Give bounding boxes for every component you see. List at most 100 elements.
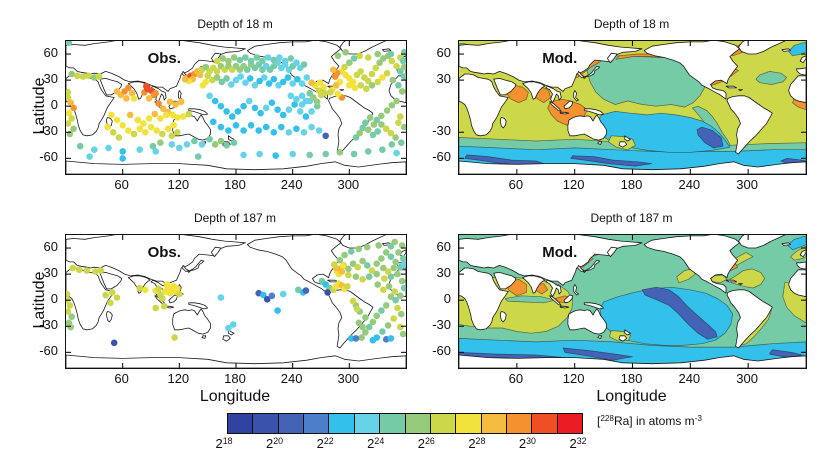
data-point [263,296,271,303]
data-point [370,121,378,128]
coastline-land [606,52,618,64]
coastline-land [725,279,738,283]
data-point [294,75,301,83]
data-point [66,120,72,127]
coastline-land [725,85,738,89]
x-tick-label: 240 [280,371,303,386]
superscript-text: -3 [694,413,702,423]
map-panel-mod-18m: Mod. [458,40,807,175]
data-point [394,270,401,278]
coastline-land [210,246,222,258]
coastline-land [597,141,603,145]
coastline-land [643,41,740,100]
data-point [268,99,276,106]
data-point [332,82,340,89]
data-point [384,268,392,275]
data-point [338,268,346,275]
data-point [152,304,159,312]
data-point [359,276,366,283]
data-point [389,76,397,84]
x-tick-label: 300 [337,177,360,192]
data-point [104,123,111,131]
coastline-land [567,114,607,141]
data-point [352,273,360,280]
data-point [308,108,315,115]
colorbar-tick-label: 232 [555,436,601,451]
colorbar [227,413,583,434]
coastline-land [624,329,632,336]
y-tick-label: 30 [43,265,58,281]
data-point [247,122,255,129]
data-point [330,261,338,268]
data-point [313,98,321,106]
annotation-obs-18m: Obs. [147,50,181,68]
panel-title-mod-18m: Depth of 18 m [593,17,670,31]
data-point [392,296,399,304]
data-point [202,63,210,71]
data-point [364,54,372,61]
data-point [91,146,98,153]
data-point [145,95,153,102]
contour-region [787,235,806,251]
data-point [310,94,317,101]
coastline-land [493,78,517,96]
coastline-land [127,275,151,294]
data-point [296,108,304,115]
y-tick-label: -60 [432,149,451,165]
data-point [391,238,399,246]
data-point [359,124,366,132]
y-tick-label: 60 [43,45,58,61]
data-point [166,98,174,106]
x-tick-label: 240 [678,177,701,192]
data-point [125,127,132,134]
data-point [387,273,395,280]
data-point [382,249,390,256]
label-text: 2 [468,436,476,451]
colorbar-tick-label: 222 [302,436,348,451]
data-point [369,336,377,344]
colorbar-cell [557,414,583,433]
data-point [278,123,285,131]
coastline-land [788,269,806,298]
data-point [240,151,247,159]
data-point [275,82,282,89]
data-point [213,57,221,65]
x-tick-label: 300 [736,371,758,386]
data-point [345,271,352,279]
data-point [374,281,382,288]
contour-region [729,268,765,289]
data-point [357,82,365,89]
data-point [341,251,348,259]
x-tick-label: 120 [167,177,190,192]
data-point [347,248,355,255]
y-tick-label: 60 [436,45,451,61]
data-point [390,264,398,272]
coastline-land [339,235,387,249]
data-point [162,111,170,119]
data-point [289,80,296,87]
data-point [364,126,372,133]
data-point [242,54,249,61]
data-point [115,134,123,141]
data-point [387,335,395,342]
data-point [217,294,225,301]
coastline-land [66,160,406,174]
colorbar-cell [278,414,305,433]
data-point [300,129,308,136]
x-tick-label: 60 [114,177,129,192]
data-point [262,104,270,112]
data-point [398,242,406,249]
data-point [365,323,373,331]
data-point [399,255,406,262]
data-point [157,115,164,122]
data-point [353,305,361,313]
data-point [147,123,155,131]
x-tick-label: 60 [508,371,524,386]
data-point [126,111,134,119]
data-point [74,72,81,80]
data-point [159,295,166,302]
data-point [223,142,230,149]
y-tick-label: 60 [43,239,58,255]
data-point [378,112,385,120]
data-point [383,69,391,77]
